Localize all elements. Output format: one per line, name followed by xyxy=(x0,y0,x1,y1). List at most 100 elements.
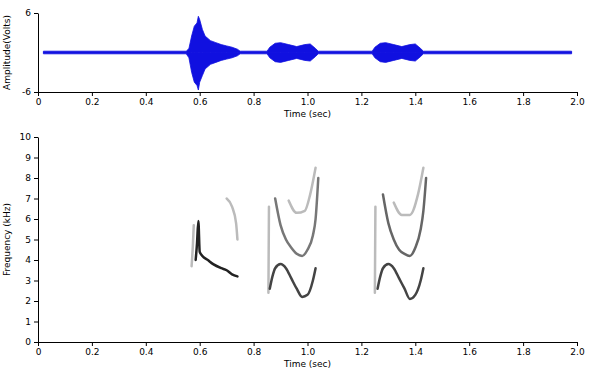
spectral-trace xyxy=(394,168,424,215)
x-tick-mark xyxy=(577,92,578,96)
x-tick-label: 1.6 xyxy=(463,97,478,107)
y-tick-mark xyxy=(34,137,38,138)
x-tick: 0 xyxy=(36,92,42,107)
spectral-trace xyxy=(227,199,238,240)
y-tick-label: 7 xyxy=(25,194,31,204)
y-tick-label: 5 xyxy=(25,235,31,245)
chart-1: 00.20.40.60.81.01.21.41.61.82.0012345678… xyxy=(2,132,585,369)
y-tick: 8 xyxy=(25,173,38,183)
spectral-trace xyxy=(289,168,316,213)
x-tick-label: 1.4 xyxy=(409,347,424,357)
x-tick-mark xyxy=(200,92,201,96)
y-axis-line xyxy=(38,14,39,93)
x-tick: 0.2 xyxy=(85,92,99,107)
y-tick-mark xyxy=(34,322,38,323)
waveform-area xyxy=(43,16,571,52)
x-tick-label: 1.8 xyxy=(516,97,531,107)
x-tick-mark xyxy=(146,92,147,96)
y-tick-label: 3 xyxy=(25,276,31,286)
x-tick: 1.0 xyxy=(301,342,316,357)
x-tick-mark xyxy=(38,92,39,96)
x-tick-mark xyxy=(200,342,201,346)
y-tick: 9 xyxy=(25,153,38,163)
y-tick-mark xyxy=(34,158,38,159)
x-tick: 1.4 xyxy=(409,92,424,107)
y-tick-mark xyxy=(34,342,38,343)
y-tick-label: 6 xyxy=(25,214,31,224)
y-tick-label: 10 xyxy=(20,132,32,142)
x-tick-label: 0.6 xyxy=(193,97,208,107)
x-tick-label: 0.6 xyxy=(193,347,208,357)
x-tick-label: 0 xyxy=(36,347,42,357)
x-tick-label: 0.8 xyxy=(247,347,262,357)
x-tick-mark xyxy=(469,342,470,346)
x-tick-label: 2.0 xyxy=(570,347,585,357)
y-tick: 1 xyxy=(25,317,38,327)
y-tick-mark xyxy=(34,281,38,282)
x-tick: 0.6 xyxy=(193,342,208,357)
x-tick: 1.8 xyxy=(516,342,531,357)
x-tick-label: 1.8 xyxy=(516,347,531,357)
y-axis: 0 1 2 3 4 5 6 7 8 9 10 xyxy=(20,132,39,347)
y-tick-label: 0 xyxy=(25,337,31,347)
x-tick: 1.6 xyxy=(463,92,478,107)
x-tick-label: 0.4 xyxy=(139,97,154,107)
x-tick-mark xyxy=(146,342,147,346)
y-tick-mark xyxy=(34,219,38,220)
x-tick-label: 2.0 xyxy=(570,97,585,107)
y-tick-label: 1 xyxy=(25,317,31,327)
plot-area xyxy=(43,16,571,90)
plot-area xyxy=(192,168,426,299)
x-tick: 0.8 xyxy=(247,342,262,357)
y-tick-label: 4 xyxy=(25,255,31,265)
x-tick: 1.2 xyxy=(355,92,369,107)
y-tick: 7 xyxy=(25,194,38,204)
x-tick-mark xyxy=(361,342,362,346)
y-tick-label: 8 xyxy=(25,173,31,183)
x-tick-mark xyxy=(254,342,255,346)
x-tick: 0.4 xyxy=(139,92,154,107)
x-tick: 0.2 xyxy=(85,342,99,357)
x-tick-mark xyxy=(38,342,39,346)
chart-root: 00.20.40.60.81.01.21.41.61.82.0-66Time (… xyxy=(0,0,600,375)
spectral-trace xyxy=(378,264,424,299)
y-axis: -66 xyxy=(22,8,38,97)
y-tick: 6 xyxy=(25,214,38,224)
x-tick: 1.4 xyxy=(409,342,424,357)
x-tick-mark xyxy=(469,92,470,96)
y-tick: 0 xyxy=(25,337,38,347)
x-tick-label: 1.2 xyxy=(355,97,369,107)
x-tick-mark xyxy=(254,92,255,96)
spectral-trace xyxy=(374,207,377,293)
x-tick-mark xyxy=(361,92,362,96)
waveform-area xyxy=(43,53,571,91)
y-tick: -6 xyxy=(22,87,38,97)
y-tick: 3 xyxy=(25,276,38,286)
y-axis-title: Frequency (kHz) xyxy=(2,203,12,276)
x-tick-label: 0.4 xyxy=(139,347,154,357)
y-tick: 10 xyxy=(20,132,38,142)
x-tick: 0.8 xyxy=(247,92,262,107)
y-tick: 4 xyxy=(25,255,38,265)
x-axis: 00.20.40.60.81.01.21.41.61.82.0 xyxy=(36,92,585,107)
x-axis: 00.20.40.60.81.01.21.41.61.82.0 xyxy=(36,342,585,357)
x-tick-mark xyxy=(92,342,93,346)
y-tick-label: 9 xyxy=(25,153,31,163)
x-tick: 1.2 xyxy=(355,342,369,357)
y-tick: 2 xyxy=(25,296,38,306)
spectral-trace xyxy=(192,225,194,266)
x-tick-mark xyxy=(523,92,524,96)
x-tick: 0.4 xyxy=(139,342,154,357)
y-tick-mark xyxy=(34,301,38,302)
y-tick-mark xyxy=(34,13,38,14)
x-tick-mark xyxy=(577,342,578,346)
x-tick: 0.6 xyxy=(193,92,208,107)
y-tick-mark xyxy=(34,199,38,200)
x-tick: 2.0 xyxy=(570,92,585,107)
y-tick-mark xyxy=(34,260,38,261)
x-tick-label: 0 xyxy=(36,97,42,107)
spectral-trace xyxy=(196,221,238,276)
x-tick-mark xyxy=(308,92,309,96)
spectral-trace xyxy=(270,264,316,297)
y-tick: 5 xyxy=(25,235,38,245)
